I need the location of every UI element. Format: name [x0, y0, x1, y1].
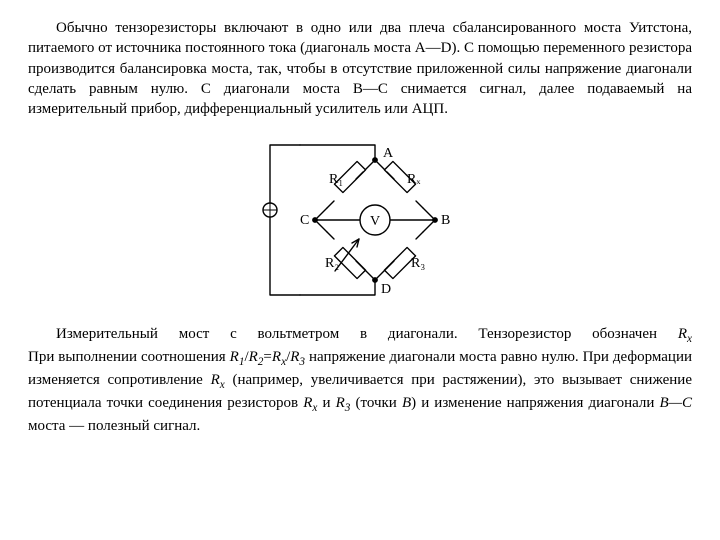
- node-b-label: B: [441, 213, 450, 228]
- r3-label: R₃: [411, 256, 425, 271]
- r1-label: R₁: [329, 172, 343, 187]
- voltmeter-label: V: [370, 214, 380, 229]
- node-d-label: D: [381, 282, 391, 297]
- paragraph-1: Обычно тензорезисторы включают в одно ил…: [28, 18, 692, 119]
- node-c-label: C: [300, 213, 309, 228]
- paragraph-2: Измерительный мост с вольтметром в диаго…: [28, 324, 692, 347]
- rx-label: Rₓ: [407, 172, 421, 187]
- paragraph-3: При выполнении соотношения R1/R2=Rx/R3 н…: [28, 347, 692, 437]
- bridge-diagram: A B C D V R₁ Rₓ R₂ R₃: [28, 125, 692, 321]
- node-a-label: A: [383, 146, 394, 161]
- r2-label: R₂: [325, 256, 339, 271]
